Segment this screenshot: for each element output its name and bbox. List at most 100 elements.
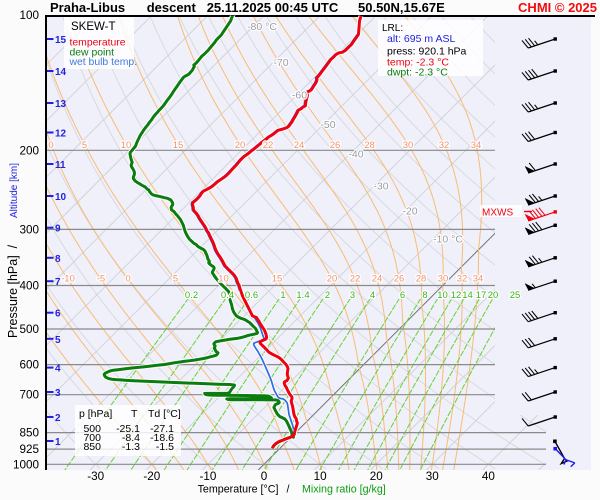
svg-text:25.11.2025 00:45 UTC: 25.11.2025 00:45 UTC: [207, 0, 339, 15]
svg-text:1: 1: [55, 437, 61, 448]
svg-text:100: 100: [19, 9, 39, 22]
svg-text:-25.1: -25.1: [116, 423, 140, 435]
svg-text:24: 24: [294, 140, 305, 151]
svg-text:/: /: [287, 484, 290, 496]
svg-text:850: 850: [83, 441, 101, 453]
svg-text:20: 20: [235, 140, 246, 151]
svg-text:32: 32: [457, 274, 468, 285]
svg-text:50.50N,15.67E: 50.50N,15.67E: [358, 0, 445, 15]
svg-text:14: 14: [55, 67, 67, 78]
svg-text:-1.5: -1.5: [156, 441, 174, 453]
svg-text:0: 0: [125, 274, 130, 285]
svg-text:MXWS: MXWS: [482, 208, 513, 219]
svg-text:-5: -5: [97, 274, 105, 285]
svg-text:300: 300: [19, 223, 39, 236]
svg-text:22: 22: [263, 140, 274, 151]
svg-text:Temperature [°C]: Temperature [°C]: [198, 484, 279, 496]
svg-text:SKEW-T: SKEW-T: [71, 21, 116, 33]
svg-text:5: 5: [82, 140, 87, 151]
svg-text:20: 20: [370, 470, 384, 483]
svg-text:2: 2: [55, 413, 61, 424]
svg-text:0.6: 0.6: [245, 290, 258, 301]
svg-text:32: 32: [439, 140, 450, 151]
svg-text:4: 4: [55, 364, 61, 375]
svg-text:15: 15: [173, 140, 184, 151]
svg-text:10: 10: [121, 140, 132, 151]
svg-text:34: 34: [473, 274, 484, 285]
svg-text:0: 0: [261, 470, 268, 483]
svg-text:28: 28: [364, 140, 375, 151]
svg-text:26: 26: [330, 140, 341, 151]
svg-text:700: 700: [83, 432, 101, 444]
svg-text:4: 4: [370, 290, 375, 301]
svg-text:alt: 695 m ASL: alt: 695 m ASL: [387, 33, 455, 45]
svg-text:22: 22: [350, 274, 361, 285]
svg-text:500: 500: [19, 323, 39, 336]
svg-text:-18.6: -18.6: [150, 432, 174, 444]
svg-text:8: 8: [422, 290, 427, 301]
svg-text:11: 11: [55, 160, 66, 171]
svg-text:-40: -40: [348, 149, 363, 161]
svg-text:0.4: 0.4: [221, 290, 234, 301]
svg-text:-70: -70: [273, 57, 288, 69]
svg-text:-60: -60: [292, 90, 307, 102]
svg-text:-27.1: -27.1: [150, 423, 174, 435]
svg-text:6: 6: [55, 309, 61, 320]
svg-text:12: 12: [55, 129, 67, 140]
svg-text:Altitude [km]: Altitude [km]: [9, 163, 20, 218]
svg-text:3: 3: [350, 290, 355, 301]
svg-text:3: 3: [55, 388, 61, 399]
svg-text:2: 2: [325, 290, 330, 301]
svg-text:10: 10: [314, 470, 328, 483]
svg-text:30: 30: [438, 274, 449, 285]
svg-text:0: 0: [48, 140, 53, 151]
svg-text:925: 925: [19, 443, 39, 456]
svg-text:Praha-Libus: Praha-Libus: [50, 0, 125, 15]
svg-text:-30: -30: [373, 181, 388, 193]
svg-text:Mixing ratio [g/kg]: Mixing ratio [g/kg]: [302, 484, 386, 496]
svg-text:15: 15: [55, 35, 67, 46]
svg-text:-20: -20: [143, 470, 160, 483]
svg-text:1000: 1000: [13, 458, 40, 471]
svg-text:-10 °C: -10 °C: [433, 234, 463, 246]
svg-text:-30: -30: [87, 470, 104, 483]
svg-text:28: 28: [416, 274, 427, 285]
svg-text:1.4: 1.4: [296, 290, 309, 301]
svg-text:temp: -2.3 °C: temp: -2.3 °C: [387, 56, 449, 68]
svg-text:5: 5: [55, 335, 61, 346]
svg-text:CHMI © 2025: CHMI © 2025: [518, 0, 597, 15]
svg-text:20: 20: [488, 290, 499, 301]
svg-text:34: 34: [471, 140, 482, 151]
svg-text:40: 40: [482, 470, 496, 483]
svg-text:30: 30: [403, 140, 414, 151]
svg-text:0.2: 0.2: [185, 290, 198, 301]
svg-text:13: 13: [55, 99, 67, 110]
svg-text:Pressure [hPa] /: Pressure [hPa] /: [6, 244, 20, 338]
svg-text:1: 1: [280, 290, 285, 301]
svg-text:15: 15: [272, 274, 283, 285]
svg-text:400: 400: [19, 280, 39, 293]
svg-text:10: 10: [55, 192, 67, 203]
svg-text:7: 7: [55, 277, 61, 288]
svg-text:10: 10: [437, 290, 448, 301]
svg-text:T: T: [131, 408, 138, 420]
svg-text:9: 9: [55, 224, 61, 235]
svg-text:600: 600: [19, 359, 39, 372]
svg-text:17: 17: [476, 290, 487, 301]
svg-text:24: 24: [372, 274, 383, 285]
svg-text:-20: -20: [402, 206, 417, 218]
svg-text:press: 920.1 hPa: press: 920.1 hPa: [387, 46, 467, 58]
svg-text:-10: -10: [199, 470, 216, 483]
svg-text:20: 20: [327, 274, 338, 285]
svg-text:500: 500: [83, 423, 101, 435]
svg-text:-1.3: -1.3: [122, 441, 140, 453]
svg-text:5: 5: [173, 274, 178, 285]
svg-text:14: 14: [462, 290, 473, 301]
svg-text:wet bulb temp.: wet bulb temp.: [69, 57, 138, 68]
svg-text:dew point: dew point: [70, 47, 115, 58]
svg-text:200: 200: [19, 144, 39, 157]
svg-text:temperature: temperature: [70, 38, 126, 49]
svg-text:p [hPa]: p [hPa]: [79, 408, 112, 420]
svg-text:-10: -10: [61, 274, 75, 285]
svg-text:700: 700: [19, 389, 39, 402]
